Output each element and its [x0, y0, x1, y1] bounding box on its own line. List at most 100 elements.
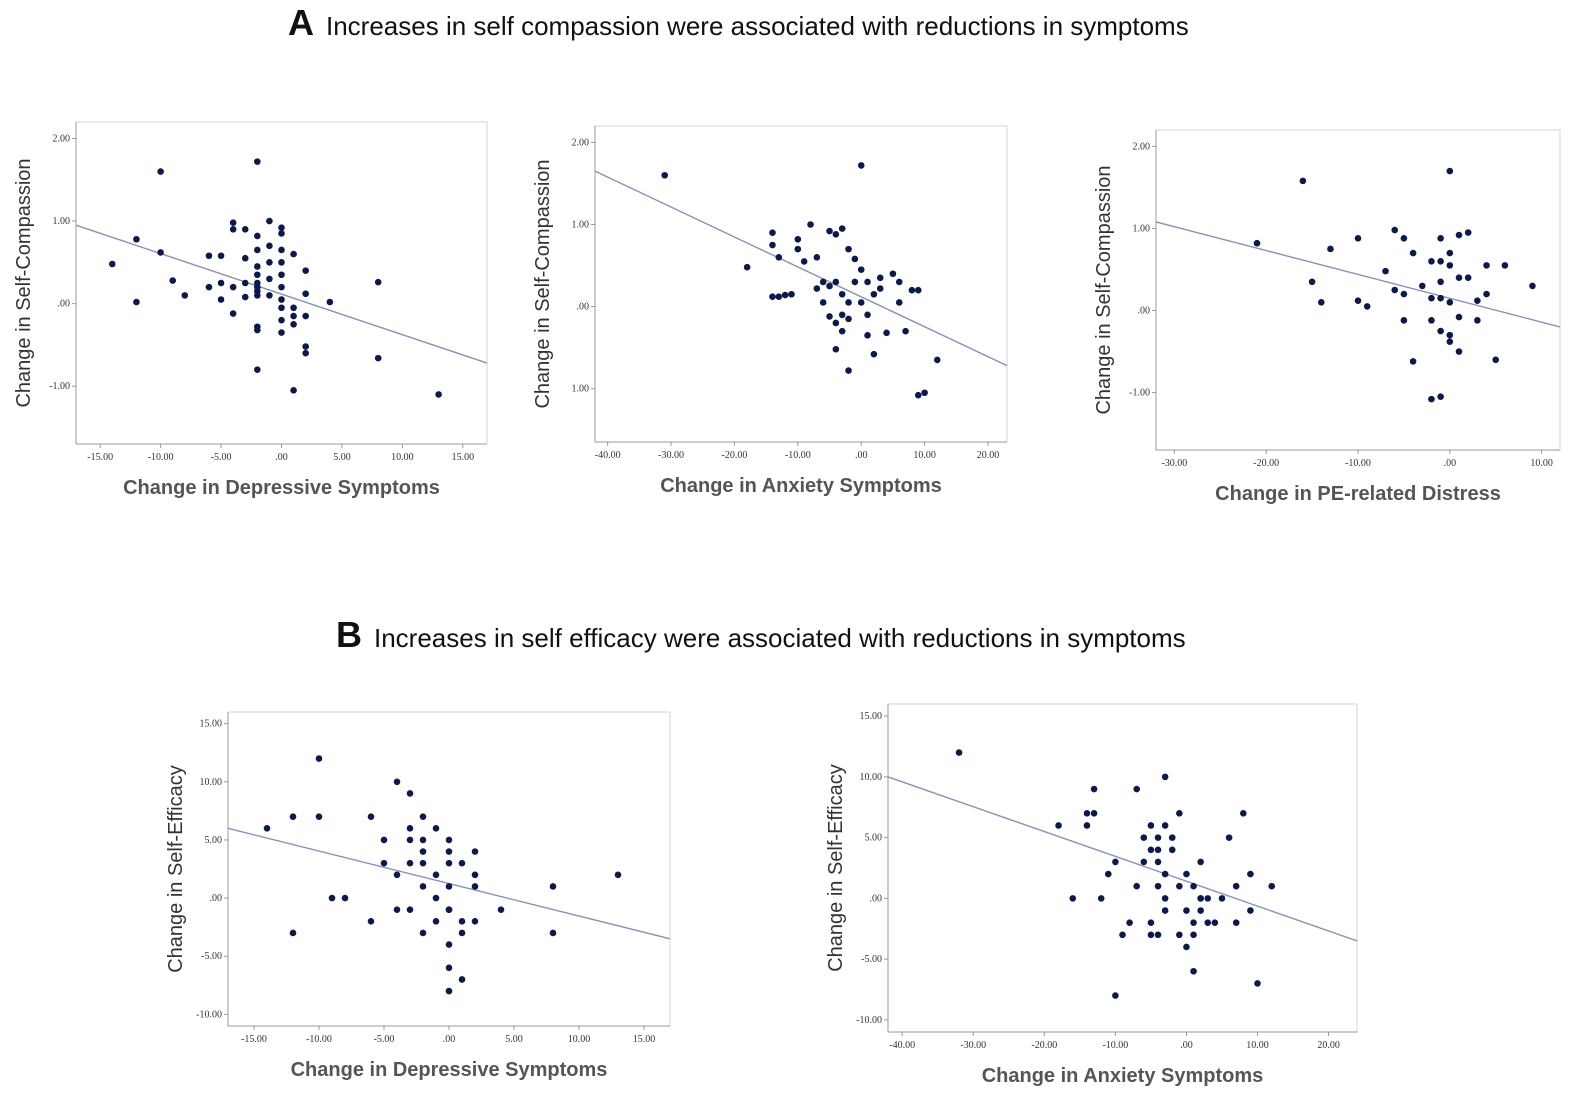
x-tick-label: -30.00 — [1161, 458, 1187, 469]
data-point — [1147, 919, 1155, 926]
data-point — [769, 241, 776, 249]
data-point — [1218, 895, 1226, 902]
x-tick-label: -15.00 — [87, 452, 113, 463]
data-point — [393, 778, 401, 786]
data-point — [1492, 356, 1500, 364]
data-point — [217, 296, 225, 303]
data-point — [902, 327, 909, 335]
data-point — [870, 350, 878, 358]
data-point — [406, 906, 414, 914]
data-point — [1308, 278, 1316, 286]
data-point — [1176, 810, 1183, 817]
data-point — [1437, 327, 1444, 335]
data-point — [1069, 895, 1077, 902]
data-point — [471, 918, 479, 925]
data-point — [775, 254, 783, 261]
data-point — [445, 964, 453, 972]
data-point — [419, 813, 427, 820]
data-point — [406, 836, 414, 844]
data-point — [229, 310, 237, 317]
data-point — [1161, 907, 1169, 914]
y-tick-label: 1.00 — [53, 216, 71, 227]
data-point — [614, 871, 622, 879]
y-tick-label: 15.00 — [860, 711, 883, 722]
data-point — [832, 319, 840, 327]
data-point — [374, 354, 382, 362]
data-point — [290, 387, 297, 394]
y-tick-label: 2.00 — [1133, 141, 1151, 152]
data-point — [1253, 239, 1261, 247]
data-point — [1474, 317, 1481, 324]
data-point — [1183, 907, 1190, 914]
data-point — [1354, 297, 1362, 304]
data-point — [845, 315, 852, 323]
data-point — [393, 906, 401, 914]
data-point — [278, 283, 285, 291]
data-point — [278, 329, 285, 336]
data-point — [838, 290, 846, 298]
data-point — [266, 292, 273, 299]
data-point — [870, 290, 878, 298]
x-tick-label: -10.00 — [148, 452, 174, 463]
data-point — [229, 283, 237, 291]
data-point — [1232, 882, 1240, 890]
data-point — [1409, 249, 1417, 257]
data-point — [278, 316, 285, 324]
data-point — [838, 327, 846, 335]
data-point — [1190, 882, 1197, 890]
data-point — [241, 226, 249, 233]
data-point — [1161, 822, 1169, 829]
data-point — [1161, 895, 1169, 902]
data-point — [1147, 846, 1155, 854]
data-point — [1154, 834, 1162, 841]
data-point — [133, 298, 140, 306]
data-point — [1268, 882, 1276, 890]
data-point — [205, 283, 213, 291]
data-point — [406, 824, 414, 832]
data-point — [254, 263, 261, 270]
data-point — [1363, 303, 1371, 310]
data-point — [254, 283, 261, 291]
data-point — [788, 290, 795, 298]
x-axis-label: Change in PE-related Distress — [1215, 483, 1501, 505]
regression-line — [75, 224, 488, 364]
data-point — [921, 389, 928, 397]
data-point — [661, 171, 669, 179]
data-point — [445, 883, 453, 890]
data-point — [326, 298, 334, 306]
data-point — [1418, 282, 1426, 290]
x-tick-label: -20.00 — [1253, 458, 1279, 469]
data-point — [1183, 870, 1190, 878]
data-point — [380, 836, 388, 844]
regression-line — [1155, 221, 1561, 328]
y-tick-label: 5.00 — [205, 835, 223, 846]
data-point — [914, 286, 922, 294]
data-point — [471, 848, 479, 855]
heading-a-letter: A — [288, 2, 314, 43]
data-point — [471, 871, 479, 879]
data-point — [1317, 299, 1325, 306]
data-point — [549, 929, 557, 937]
data-point — [432, 871, 440, 879]
data-point — [278, 230, 285, 237]
y-tick-label: 1.00 — [1133, 223, 1151, 234]
data-point — [889, 270, 897, 278]
y-axis-label: Change in Self-Efficacy — [165, 765, 187, 973]
data-point — [302, 312, 309, 320]
data-point — [1400, 235, 1408, 242]
data-point — [1240, 810, 1247, 817]
x-axis-label: Change in Anxiety Symptoms — [660, 475, 942, 497]
heading-b-text: Increases in self efficacy were associat… — [374, 623, 1186, 653]
data-point — [769, 293, 776, 301]
data-point — [826, 282, 833, 290]
data-point — [838, 225, 846, 232]
data-point — [445, 836, 453, 844]
x-tick-label: -10.00 — [785, 450, 811, 461]
regression-line — [594, 170, 1008, 367]
data-point — [769, 229, 776, 237]
data-point — [1428, 317, 1435, 324]
data-point — [876, 285, 884, 292]
data-point — [1428, 257, 1435, 265]
